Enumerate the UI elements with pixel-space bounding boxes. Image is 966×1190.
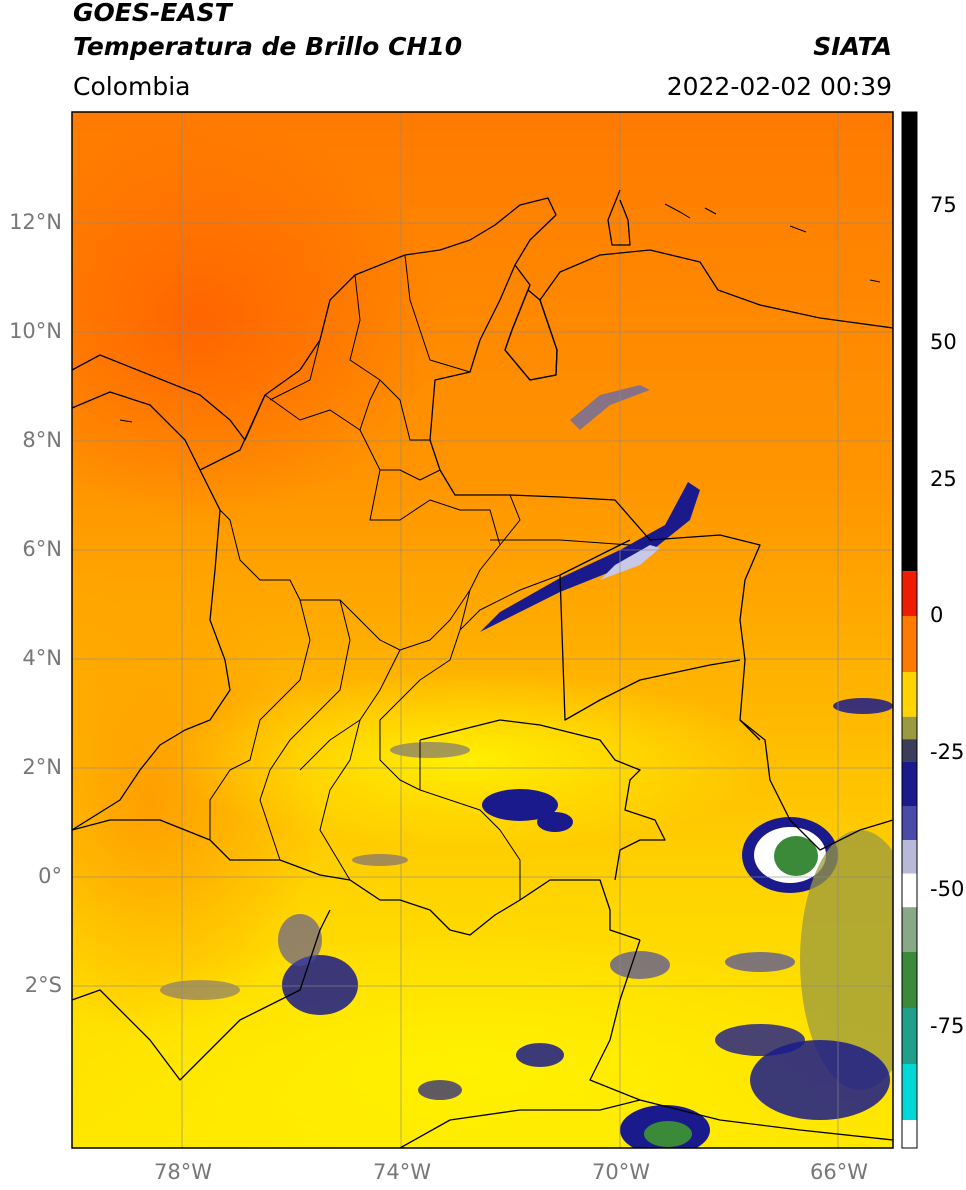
- colorbar-segment: [902, 739, 917, 762]
- product-title: Temperatura de Brillo CH10: [73, 32, 463, 61]
- colorbar: [902, 112, 917, 1148]
- colorbar-segment: [902, 1064, 917, 1120]
- colorbar-segment: [902, 907, 917, 952]
- map-frame: [71, 111, 894, 1149]
- lat-tick-0: 0°: [38, 864, 62, 888]
- colorbar-segment: [902, 840, 917, 874]
- lon-tick-78w: 78°W: [154, 1160, 212, 1184]
- peru-brazil-border: [419, 719, 666, 881]
- colorbar-segment: [902, 616, 917, 672]
- colombia-ecuador-peru-border: [72, 819, 641, 941]
- colorbar-tick-50: 50: [930, 330, 957, 354]
- datetime-label: 2022-02-02 00:39: [666, 72, 892, 101]
- lon-tick-66w: 66°W: [810, 1160, 868, 1184]
- brightness-temperature-field: [72, 112, 893, 1148]
- pacific-coastline: [72, 391, 231, 831]
- colorbar-segment: [902, 716, 917, 740]
- lat-tick-6n: 6°N: [22, 537, 62, 561]
- lat-tick-2s: 2°S: [24, 973, 62, 997]
- gulf-of-maracaibo: [504, 289, 558, 381]
- cold-cloud-southeast: [610, 817, 893, 1148]
- lat-tick-10n: 10°N: [9, 319, 62, 343]
- colorbar-segment: [902, 112, 917, 572]
- colombia-venezuela-border: [429, 264, 791, 821]
- colorbar-segment: [902, 952, 917, 1008]
- colorbar-tick-25: 25: [930, 467, 957, 491]
- colorbar-segment: [902, 806, 917, 840]
- lon-tick-70w: 70°W: [592, 1160, 650, 1184]
- panama-border: [199, 394, 266, 471]
- paraguana-coast: [607, 189, 631, 246]
- lat-tick-8n: 8°N: [22, 428, 62, 452]
- orinoco-border: [739, 719, 893, 851]
- colorbar-tick-0: 0: [930, 603, 944, 627]
- colorbar-tick-neg50: -50: [930, 877, 965, 901]
- lat-tick-12n: 12°N: [9, 210, 62, 234]
- department-borders: [209, 254, 631, 900]
- colorbar-tick-75: 75: [930, 193, 957, 217]
- cold-cloud-band: [480, 385, 700, 632]
- satellite-title: GOES-EAST: [73, 0, 232, 27]
- colorbar-segment: [902, 571, 917, 616]
- colorbar-segment: [902, 1120, 917, 1148]
- graticule: [72, 112, 893, 1148]
- colorbar-segment: [902, 1008, 917, 1064]
- colorbar-segment: [902, 761, 917, 807]
- cold-cloud-central: [160, 698, 893, 1100]
- colorbar-frame: [901, 111, 918, 1149]
- small-islands: [119, 203, 881, 423]
- colorbar-tick-neg25: -25: [930, 740, 965, 764]
- ecuador-peru-border: [72, 909, 331, 1081]
- southern-border: [589, 939, 893, 1141]
- colorbar-segment: [902, 672, 917, 717]
- lat-tick-2n: 2°N: [22, 755, 62, 779]
- colorbar-segment: [902, 873, 917, 908]
- lat-tick-4n: 4°N: [22, 646, 62, 670]
- agency-label: SIATA: [813, 32, 892, 61]
- region-label: Colombia: [73, 72, 191, 101]
- lon-tick-74w: 74°W: [373, 1160, 431, 1184]
- colorbar-tick-neg75: -75: [930, 1014, 965, 1038]
- peru-brazil-west: [399, 1099, 641, 1148]
